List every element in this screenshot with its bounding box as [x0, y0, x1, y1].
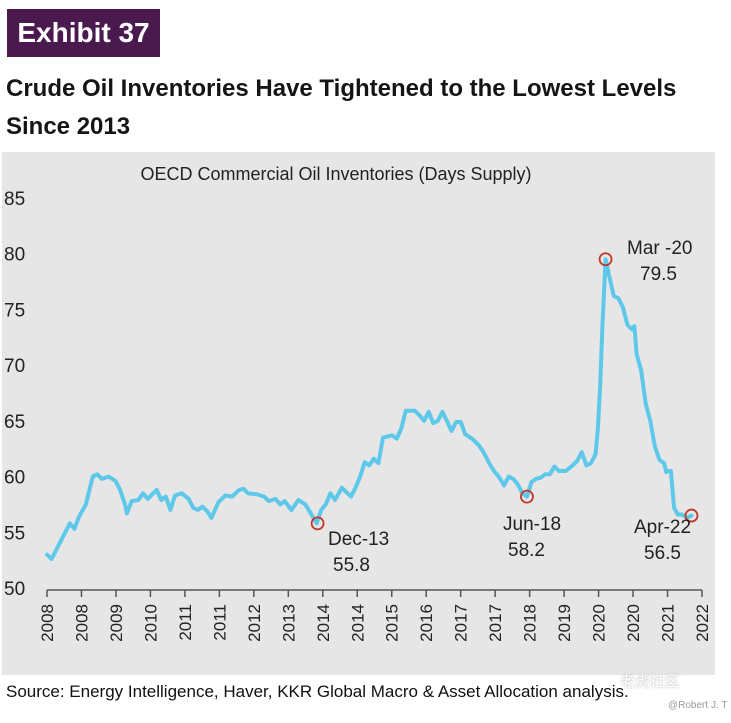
- x-tick-label: 2017: [452, 604, 471, 642]
- annotation-date-label: Mar -20: [627, 238, 692, 259]
- page-title: Crude Oil Inventories Have Tightened to …: [6, 70, 721, 146]
- y-tick-label: 85: [4, 189, 25, 210]
- y-tick-label: 60: [4, 468, 25, 489]
- y-tick-label: 65: [4, 412, 25, 433]
- x-tick-label: 2012: [245, 604, 264, 642]
- annotation-value-label: 55.8: [333, 555, 370, 576]
- x-tick-label: 2022: [693, 604, 712, 642]
- x-tick-label: 2010: [141, 604, 160, 642]
- y-tick-label: 80: [4, 245, 25, 266]
- x-tick-label: 2015: [383, 604, 402, 642]
- x-tick-label: 2017: [486, 604, 505, 642]
- chart-title: OECD Commercial Oil Inventories (Days Su…: [140, 164, 531, 184]
- source-note: Source: Energy Intelligence, Haver, KKR …: [6, 682, 629, 701]
- title-line-1: Crude Oil Inventories Have Tightened to …: [6, 75, 677, 102]
- x-tick-label: 2014: [314, 604, 333, 642]
- watermark-logo: 老虎社区: [620, 673, 681, 690]
- annotation-date-label: Jun-18: [503, 514, 561, 535]
- exhibit-label: Exhibit 37: [7, 9, 160, 57]
- series-line: [45, 257, 694, 561]
- y-tick-label: 75: [4, 300, 25, 321]
- x-tick-label: 2008: [38, 604, 57, 642]
- y-tick-label: 55: [4, 523, 25, 544]
- x-tick-label: 2021: [659, 604, 678, 642]
- annotation-marker: [684, 508, 699, 523]
- x-tick-label: 2011: [176, 604, 195, 641]
- x-tick-label: 2009: [107, 604, 126, 642]
- x-tick-label: 2020: [590, 604, 609, 642]
- annotation-date-label: Dec-13: [328, 529, 389, 550]
- x-tick-label: 2008: [72, 604, 91, 642]
- annotation-value-label: 58.2: [508, 540, 545, 561]
- x-tick-label: 2016: [417, 604, 436, 642]
- annotation-marker: [310, 516, 325, 531]
- x-tick-label: 2020: [624, 604, 643, 642]
- watermark-handle: @Robert J. T: [668, 700, 728, 711]
- annotation-value-label: 79.5: [640, 264, 677, 285]
- annotation-marker: [520, 489, 534, 504]
- x-tick-label: 2014: [348, 604, 367, 642]
- x-tick-label: 2013: [279, 604, 298, 642]
- annotation-marker: [598, 252, 613, 267]
- annotation-value-label: 56.5: [644, 543, 681, 564]
- y-tick-label: 50: [4, 579, 25, 600]
- x-tick-label: 2011: [210, 604, 229, 641]
- chart-plot-area: [2, 152, 715, 675]
- y-tick-label: 70: [4, 356, 25, 377]
- title-line-2: Since 2013: [6, 113, 131, 140]
- annotation-date-label: Apr-22: [634, 517, 691, 538]
- x-tick-label: 2018: [521, 604, 540, 642]
- x-tick-label: 2019: [555, 604, 574, 642]
